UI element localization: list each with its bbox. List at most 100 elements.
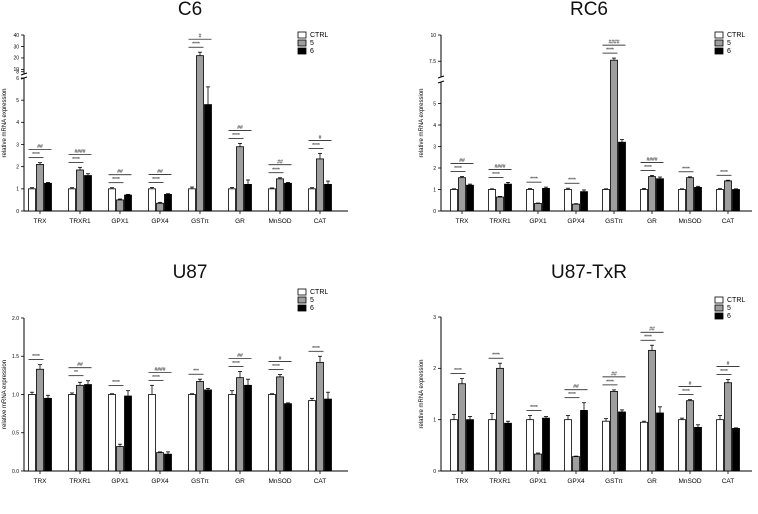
significance-hash: ## (157, 169, 163, 175)
y-tick-label: 3 (16, 142, 19, 148)
x-category-label: MnSOD (268, 218, 291, 225)
bar (648, 176, 656, 212)
bar (68, 394, 76, 472)
significance-stars: **** (32, 354, 40, 360)
bar (68, 188, 76, 212)
x-category-label: CAT (314, 218, 327, 225)
bar (610, 59, 618, 212)
y-tick-label: 1 (433, 417, 436, 423)
y-tick-label: 1 (433, 187, 436, 193)
significance-hash: #### (74, 149, 85, 155)
bar (84, 384, 92, 472)
bar (316, 158, 324, 212)
y-tick-label: 10 (13, 67, 19, 73)
x-category-label: TRXR1 (489, 478, 511, 485)
legend-swatch (714, 304, 724, 312)
significance-stars: **** (606, 48, 614, 54)
legend-label: 5 (727, 40, 731, 47)
significance-hash: ## (573, 384, 579, 390)
bar (656, 412, 664, 472)
legend-label: 5 (310, 297, 314, 304)
legend-label: 6 (310, 305, 314, 312)
bar (164, 193, 172, 212)
y-tick-label: 2 (433, 366, 436, 372)
bar (542, 188, 550, 212)
bar (602, 420, 610, 472)
legend-swatch (297, 296, 307, 304)
significance-stars: **** (644, 165, 652, 171)
significance-hash: # (279, 356, 282, 362)
y-tick-label: 0.0 (12, 469, 19, 475)
axis-break-mark (20, 72, 28, 76)
significance-stars: **** (720, 369, 728, 375)
significance-stars: **** (232, 133, 240, 139)
bar (686, 400, 694, 472)
bar (488, 419, 496, 472)
x-category-label: TRX (34, 478, 48, 485)
legend-swatch (297, 288, 307, 296)
legend-swatch (297, 31, 307, 39)
bar (148, 188, 156, 212)
significance-stars: **** (232, 361, 240, 367)
y-tick-label: 1.0 (12, 392, 19, 398)
bar (284, 403, 292, 472)
significance-hash: ## (649, 327, 655, 333)
y-tick-label: 2.0 (12, 316, 19, 322)
y-axis-label: relative mRNA expression (419, 359, 425, 428)
x-category-label: GPX1 (111, 218, 129, 225)
bar (204, 104, 212, 212)
legend-swatch (714, 31, 724, 39)
significance-stars: **** (312, 143, 320, 149)
bar (534, 453, 542, 472)
x-category-label: GPX1 (529, 478, 547, 485)
bar (44, 397, 52, 472)
bar (124, 194, 132, 212)
bar (324, 398, 332, 472)
legend-label: CTRL (310, 289, 328, 296)
significance-stars: ** (74, 370, 78, 376)
bar (618, 141, 626, 212)
bar (268, 188, 276, 212)
x-category-label: CAT (314, 478, 327, 485)
x-category-label: GSTπ (605, 478, 623, 485)
y-tick-label: 0 (16, 209, 19, 215)
bar (610, 391, 618, 472)
bar (148, 394, 156, 472)
x-category-label: GPX1 (529, 218, 547, 225)
bar (164, 453, 172, 472)
x-category-label: GSTπ (191, 218, 209, 225)
legend-swatch (714, 312, 724, 320)
significance-stars: **** (492, 172, 500, 178)
y-tick-label: 3 (433, 144, 436, 150)
bar (268, 394, 276, 472)
bar (686, 177, 694, 212)
x-category-label: MnSOD (678, 218, 701, 225)
significance-stars: **** (272, 364, 280, 370)
chart-title: U87 (173, 262, 208, 283)
bar (656, 178, 664, 212)
bar (204, 389, 212, 472)
bar (244, 384, 252, 472)
significance-stars: **** (644, 335, 652, 341)
bar (678, 189, 686, 212)
bar (466, 184, 474, 212)
x-category-label: CAT (722, 478, 735, 485)
y-tick-label: 10 (430, 33, 436, 39)
bar (526, 419, 534, 472)
y-tick-label: 5 (433, 101, 436, 107)
bar (276, 376, 284, 472)
significance-hash: ## (237, 125, 243, 131)
bar (156, 202, 164, 212)
x-category-label: TRXR1 (489, 218, 511, 225)
significance-hash: ## (611, 371, 617, 377)
bar (488, 189, 496, 212)
bar (458, 383, 466, 472)
significance-stars: **** (454, 368, 462, 374)
axis-break-mark (437, 75, 445, 79)
legend-label: CTRL (727, 297, 745, 304)
y-tick-label: 20 (13, 56, 19, 62)
bar (716, 189, 724, 212)
x-category-label: TRXR1 (69, 478, 91, 485)
bar (28, 188, 36, 212)
